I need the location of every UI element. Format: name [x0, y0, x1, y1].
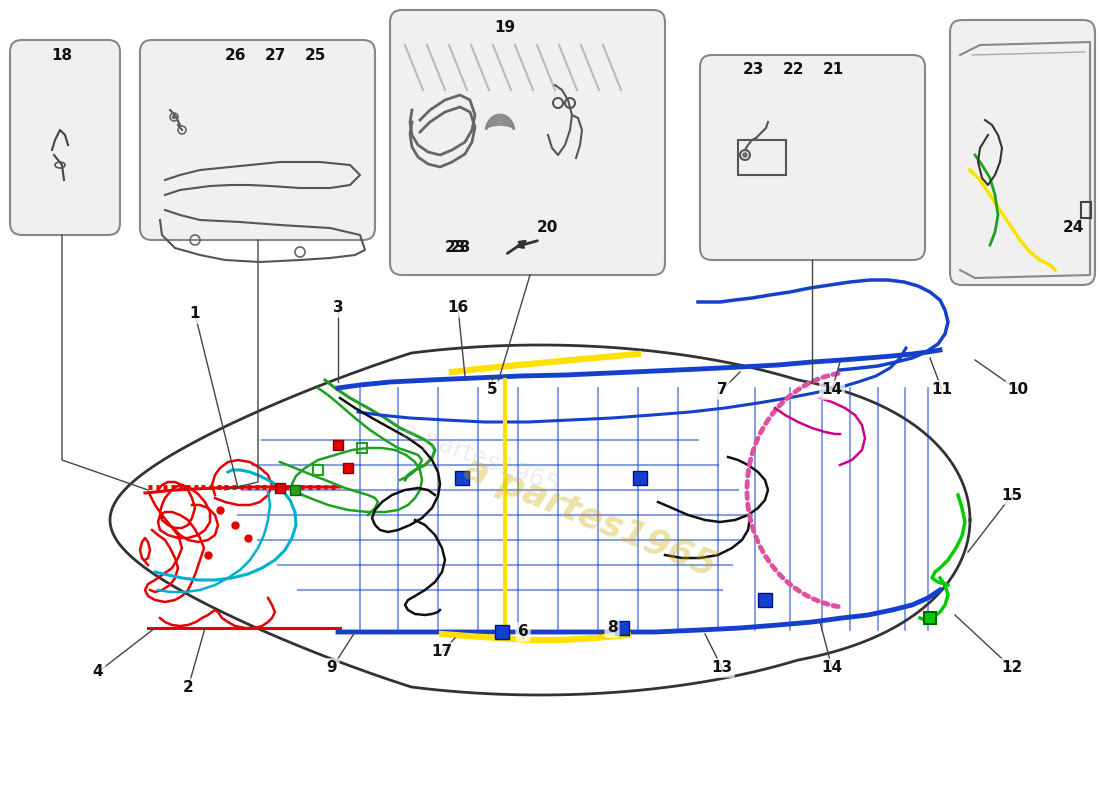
Bar [495, 625, 509, 639]
FancyBboxPatch shape [700, 55, 925, 260]
Text: 19: 19 [494, 21, 516, 35]
FancyBboxPatch shape [950, 20, 1094, 285]
Text: 5: 5 [486, 382, 497, 398]
Text: 27: 27 [264, 47, 286, 62]
Text: 11: 11 [932, 382, 953, 398]
FancyBboxPatch shape [390, 10, 666, 275]
Bar [758, 593, 772, 607]
Bar [333, 440, 343, 450]
Text: 23: 23 [449, 241, 471, 255]
Bar [615, 621, 629, 635]
Text: 1: 1 [189, 306, 200, 322]
Text: 16: 16 [448, 301, 469, 315]
Text: 18: 18 [52, 47, 73, 62]
Text: 23: 23 [444, 241, 465, 255]
Bar [632, 471, 647, 485]
Text: 20: 20 [537, 221, 558, 235]
Text: 6: 6 [518, 625, 528, 639]
Bar [358, 443, 367, 453]
Bar [275, 483, 285, 493]
Text: 14: 14 [822, 382, 843, 398]
Circle shape [173, 115, 176, 118]
Text: 14: 14 [822, 661, 843, 675]
Circle shape [742, 153, 747, 157]
Text: 8: 8 [607, 621, 617, 635]
Bar [924, 612, 936, 624]
Text: 7: 7 [717, 382, 727, 398]
FancyBboxPatch shape [10, 40, 120, 235]
Text: 2: 2 [183, 681, 194, 695]
Bar [314, 465, 323, 475]
Bar [343, 463, 353, 473]
FancyBboxPatch shape [140, 40, 375, 240]
Text: 26: 26 [224, 47, 245, 62]
Bar [1081, 202, 1091, 218]
Text: 13: 13 [712, 661, 733, 675]
Text: 17: 17 [431, 645, 452, 659]
Text: 9: 9 [327, 661, 338, 675]
Text: 21: 21 [823, 62, 844, 78]
Bar [455, 471, 469, 485]
Text: 15: 15 [1001, 487, 1023, 502]
Text: a partes1965: a partes1965 [459, 452, 720, 584]
Text: a partes1965: a partes1965 [398, 418, 562, 498]
Text: 22: 22 [782, 62, 804, 78]
Bar [738, 140, 786, 175]
Text: 23: 23 [742, 62, 763, 78]
Text: 3: 3 [332, 301, 343, 315]
Text: 10: 10 [1008, 382, 1028, 398]
Text: 4: 4 [92, 665, 103, 679]
Text: 25: 25 [305, 47, 326, 62]
Text: 24: 24 [1063, 221, 1084, 235]
Text: 12: 12 [1001, 661, 1023, 675]
Bar [290, 485, 300, 495]
